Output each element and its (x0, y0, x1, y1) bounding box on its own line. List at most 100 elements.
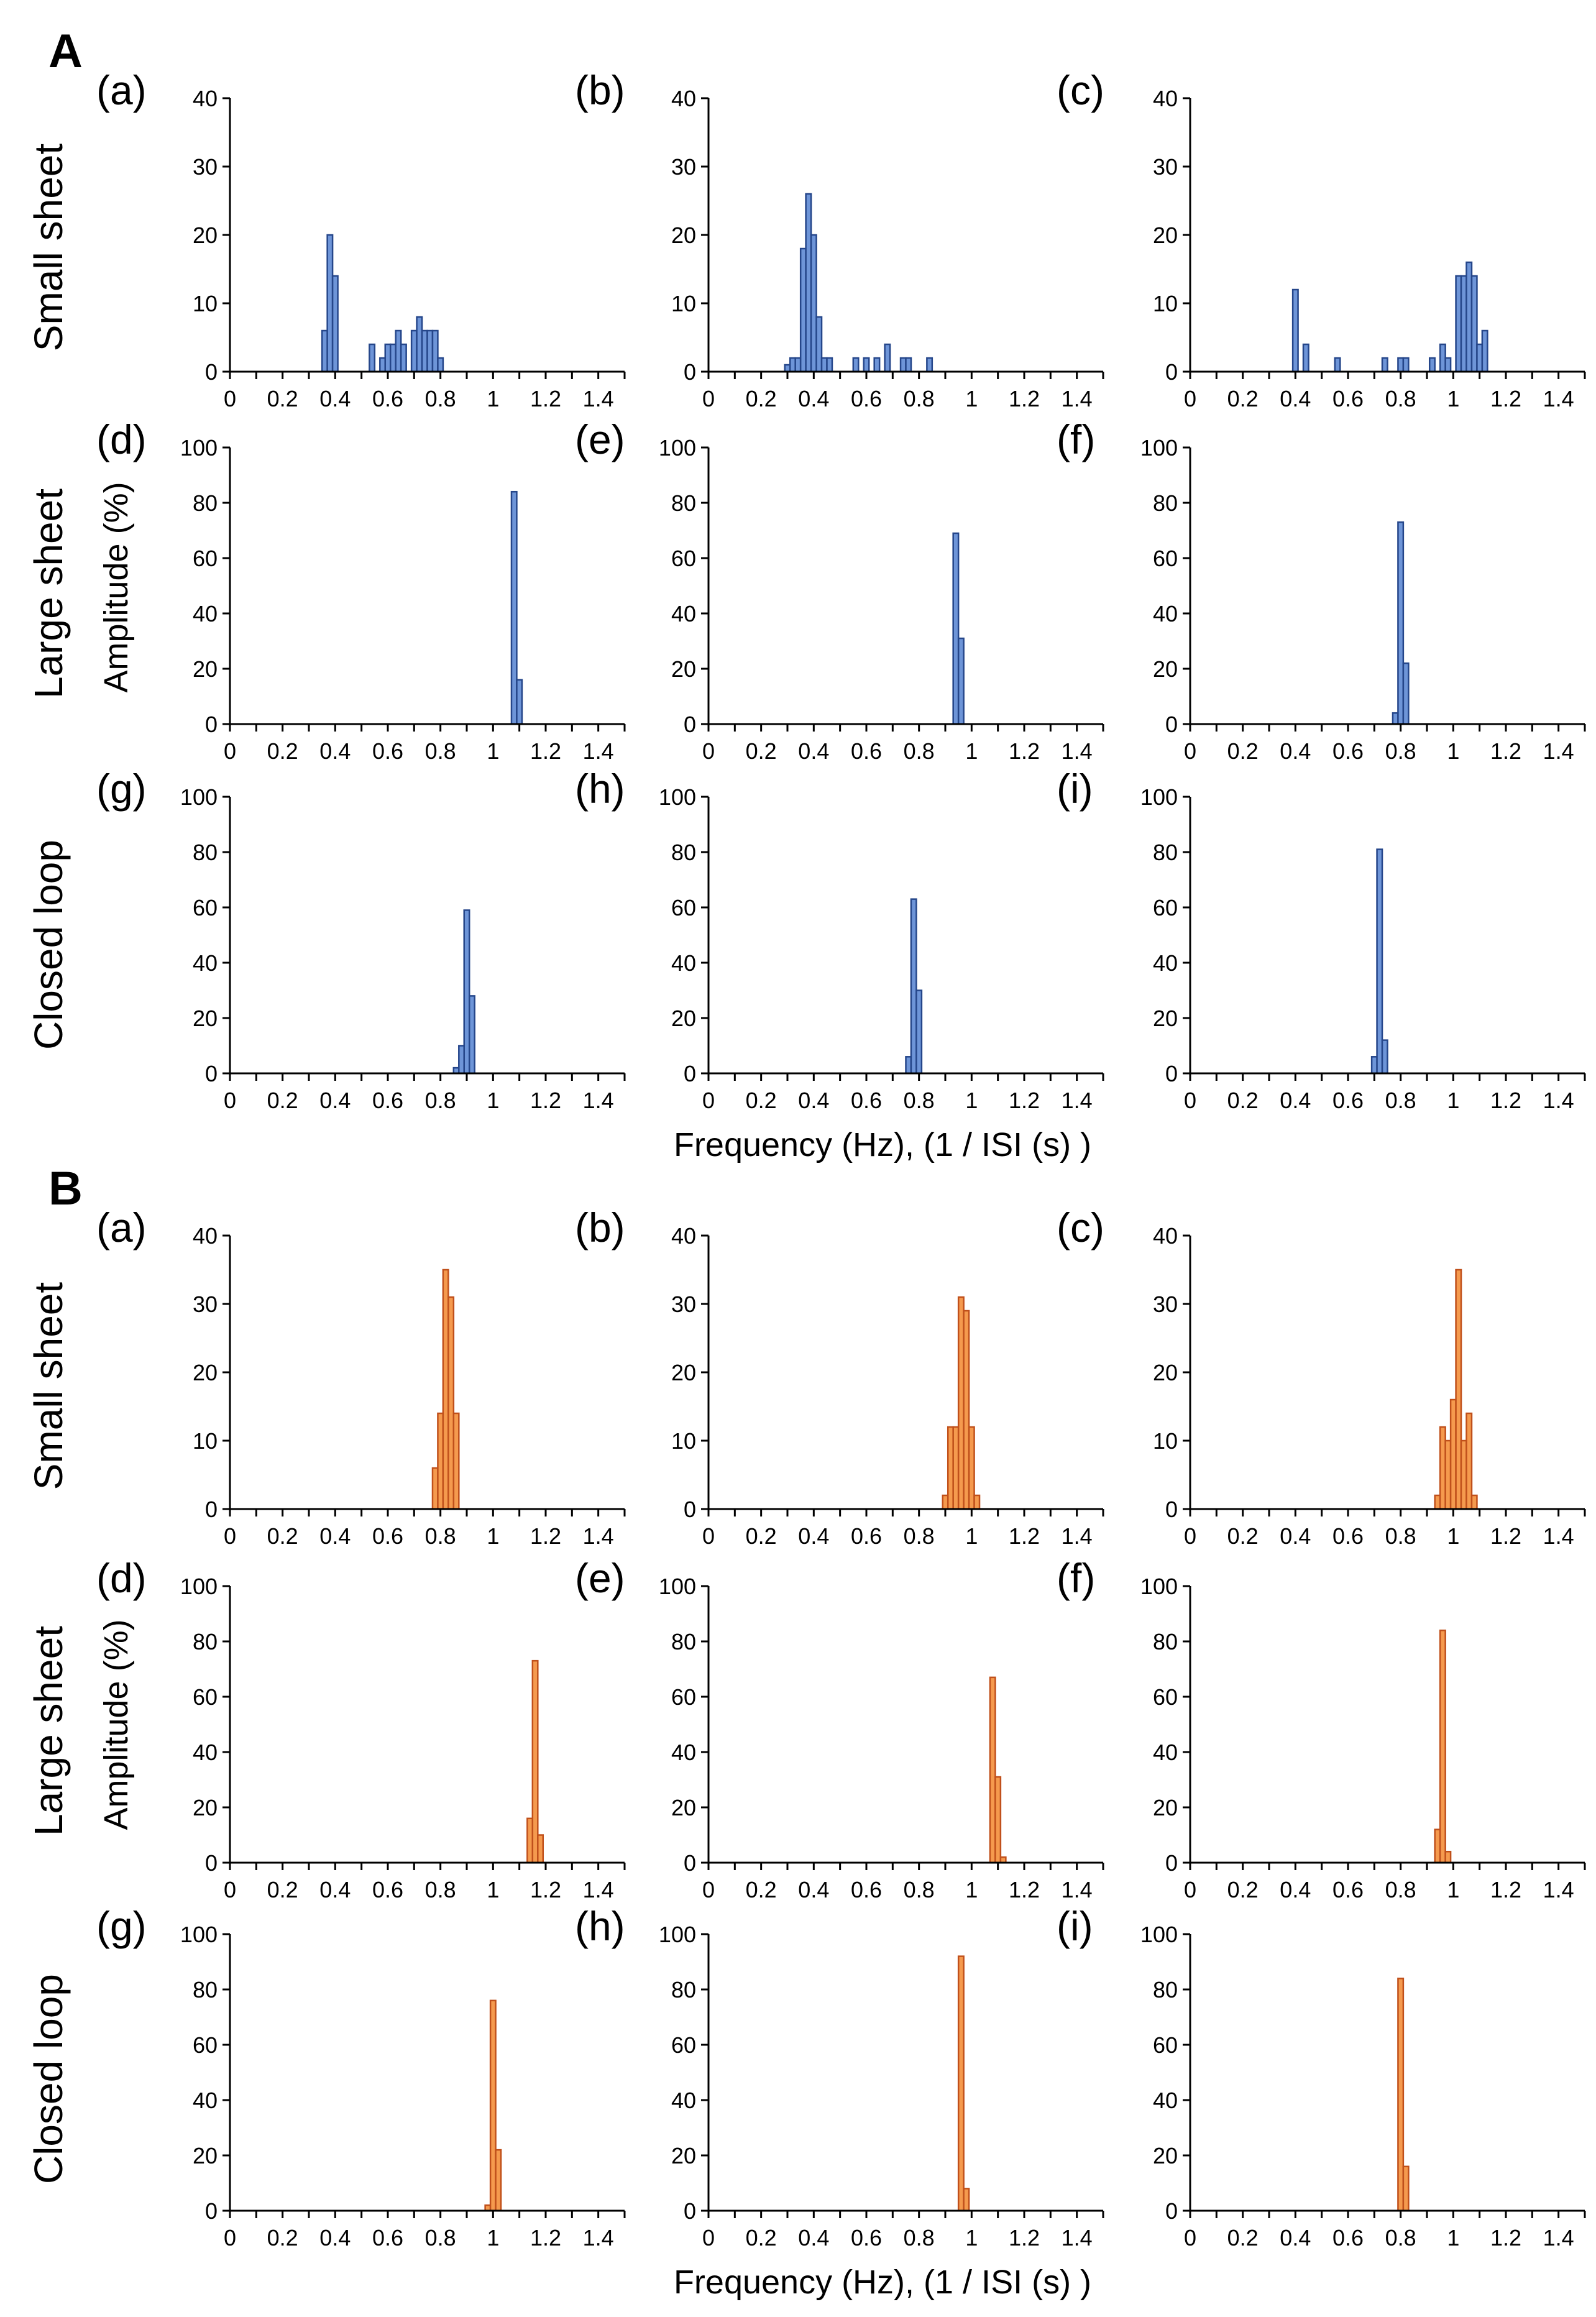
panel-b-d-label: (d) (96, 1555, 147, 1601)
panel-b-c-ytick-label: 40 (1153, 1223, 1178, 1249)
panel-b-d-bar (526, 1817, 534, 1864)
panel-b-h-ytick-label: 60 (671, 2032, 696, 2058)
panel-b-d-xtick-label: 0.2 (267, 1877, 298, 1902)
panel-a-g-ytick-label: 40 (193, 950, 218, 976)
panel-a-b-xtick-label: 1.4 (1062, 386, 1093, 411)
panel-a-a-bar (331, 275, 339, 373)
panel-b-a-ytick-label: 30 (193, 1292, 218, 1317)
panel-a-e-bar (957, 637, 965, 725)
panel-b-c-ytick-label: 20 (1153, 1360, 1178, 1385)
panel-a-b-xtick-label: 0.8 (904, 386, 935, 411)
panel-b-i-ytick-label: 60 (1153, 2032, 1178, 2058)
panel-a-b-bar (815, 316, 823, 373)
panel-a-a-bar (400, 343, 407, 373)
panel-a-f-xtick-label: 0 (1184, 738, 1196, 764)
panel-b-c-bar (1465, 1412, 1473, 1510)
panel-a-h-xtick-label: 0.4 (798, 1088, 829, 1113)
panel-a-d-xtick-label: 1 (487, 738, 499, 764)
panel-a-f-bar (1402, 662, 1410, 725)
panel-a-d-xtick-label: 0.2 (267, 738, 298, 764)
panel-a-h-bar (910, 898, 917, 1075)
panel-b-b-xtick-label: 0.2 (746, 1523, 777, 1549)
panel-a-f-xtick-label: 0.4 (1280, 738, 1311, 764)
panel-a-h-xtick-label: 0.2 (746, 1088, 777, 1113)
panel-a-g-bar (463, 909, 470, 1075)
panel-b-e-xtick-label: 0.8 (904, 1877, 935, 1902)
panel-a-d-bar (516, 679, 523, 725)
panel-a-b-bar (873, 357, 881, 373)
panel-a-d-label: (d) (96, 416, 147, 462)
panel-a-b: (b) 0 10 20 30 40 0 0.2 0.4 0.6 0.8 1 1.2 1.4 (575, 67, 1104, 411)
panel-b-b: (b) 0 10 20 30 40 0 0.2 0.4 0.6 0.8 1 1.2 1.4 (575, 1204, 1104, 1549)
panel-a-a-bar (369, 343, 376, 373)
panel-b-i-ytick-label: 40 (1153, 2088, 1178, 2113)
panel-b-f-xtick-label: 1.2 (1490, 1877, 1521, 1902)
panel-a-d-xtick-label: 0 (224, 738, 236, 764)
panel-b-h-ytick-label: 100 (659, 1922, 696, 1947)
panel-a-i-ytick-label: 100 (1140, 784, 1178, 810)
panel-b-g-xtick-label: 0.6 (372, 2225, 403, 2250)
panel-a-a-xtick-label: 1 (487, 386, 499, 411)
panel-a-b-xtick-label: 0.4 (798, 386, 829, 411)
panel-a-c-bar (1476, 343, 1484, 373)
panel-a-e-xtick-label: 1.4 (1062, 738, 1093, 764)
panel-a-a-xtick-label: 0.4 (319, 386, 351, 411)
panel-b-g-label: (g) (96, 1903, 147, 1949)
panel-a-i-xtick-label: 0.6 (1332, 1088, 1364, 1113)
panel-a-h-bar (915, 989, 923, 1075)
panel-a-a-bar (437, 357, 444, 373)
panel-a-c-ytick-label: 40 (1153, 86, 1178, 111)
panel-a-b-bar (820, 357, 828, 373)
panel-a-a-bar (379, 357, 387, 373)
panel-b-a-xtick-label: 0.6 (372, 1523, 403, 1549)
panel-a-b-bar (789, 357, 796, 373)
panel-b-a-bar (452, 1412, 460, 1510)
panel-a-c-ytick-label: 20 (1153, 223, 1178, 248)
panel-a-i-ytick-label: 20 (1153, 1006, 1178, 1031)
panel-a-c-xtick-label: 0 (1184, 386, 1196, 411)
panel-a-c-bar (1402, 357, 1410, 373)
panel-a-e-bar (952, 532, 960, 725)
panel-b-d-ytick-label: 80 (193, 1629, 218, 1654)
panel-b-a-ytick-label: 40 (193, 1223, 218, 1249)
panel-a-d-bar (510, 490, 518, 725)
panel-b-c-bar (1444, 1439, 1452, 1510)
panel-a-e-xtick-label: 1.2 (1009, 738, 1040, 764)
panel-a-b-bar (899, 357, 907, 373)
panel-b-e-ytick-label: 40 (671, 1740, 696, 1765)
panel-b-d-ytick-label: 100 (180, 1574, 218, 1599)
panel-b-d-bar (531, 1659, 539, 1864)
panel-a-a-ytick-label: 20 (193, 223, 218, 248)
panel-a-g-xtick-label: 1.2 (530, 1088, 561, 1113)
panel-b-g-ytick-label: 0 (205, 2198, 218, 2224)
panel-b-b-label: (b) (575, 1204, 625, 1250)
panel-a-b-bar (905, 357, 912, 373)
panel-a-h-ytick-label: 0 (684, 1061, 696, 1086)
panel-b-b-bar (947, 1426, 954, 1510)
panel-a-c-xtick-label: 0.8 (1385, 386, 1416, 411)
panel-a-i-xtick-label: 0.2 (1227, 1088, 1259, 1113)
panel-a-a-bar (416, 316, 423, 373)
panel-b-g-xtick-label: 1.2 (530, 2225, 561, 2250)
panel-b-b-bar (968, 1426, 975, 1510)
panel-b-e-ytick-label: 100 (659, 1574, 696, 1599)
panel-b-h-xtick-label: 1 (965, 2225, 978, 2250)
panel-b-e-ytick-label: 60 (671, 1684, 696, 1710)
panel-b-b-xtick-label: 1 (965, 1523, 978, 1549)
panel-a-b-ytick-label: 30 (671, 154, 696, 180)
panel-a-c-xtick-label: 0.4 (1280, 386, 1311, 411)
panel-b-f-ytick-label: 100 (1140, 1574, 1178, 1599)
panel-b-g-xtick-label: 0.4 (319, 2225, 351, 2250)
panel-a-e-ytick-label: 80 (671, 490, 696, 516)
panel-b-e-xtick-label: 0.4 (798, 1877, 829, 1902)
panel-a-i-ytick-label: 0 (1165, 1061, 1178, 1086)
panel-b-e-ytick-label: 80 (671, 1629, 696, 1654)
panel-b-i: (i) 0 20 40 60 80 100 0 0.2 0.4 0.6 0.8 1 1.2 1.4 (1057, 1903, 1586, 2250)
panel-b-e-bar (994, 1776, 1002, 1864)
panel-b-f-xtick-label: 0.4 (1280, 1877, 1311, 1902)
panel-b-g-ytick-label: 40 (193, 2088, 218, 2113)
panel-a-h-ytick-label: 60 (671, 895, 696, 920)
panel-b-b-xtick-label: 0 (702, 1523, 715, 1549)
panel-b-c-ytick-label: 30 (1153, 1292, 1178, 1317)
panel-a-i-bar (1376, 848, 1383, 1075)
